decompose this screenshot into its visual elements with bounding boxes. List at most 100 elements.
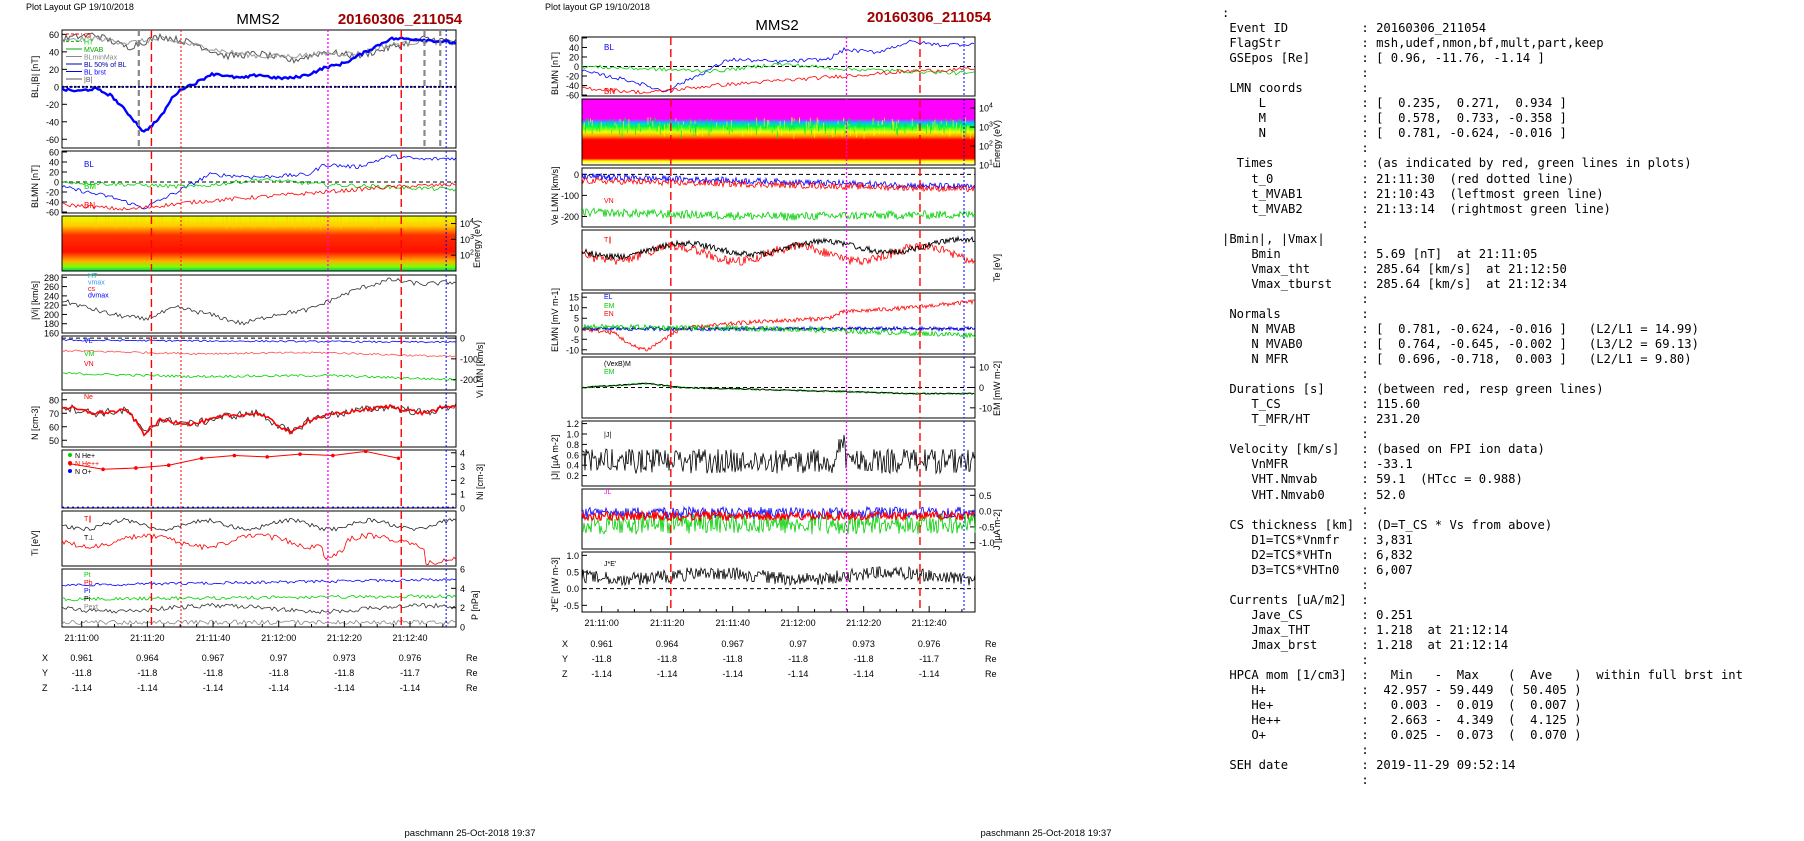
info-line: Normals :	[1222, 306, 1369, 321]
position-value: -1.14	[591, 669, 612, 679]
position-value: 0.964	[656, 639, 679, 649]
info-line: :	[1222, 141, 1369, 156]
exponent: 3	[470, 234, 474, 241]
y-tick-label: -5	[571, 335, 579, 345]
position-value: -11.7	[400, 668, 420, 678]
x-tick-label: 21:12:20	[846, 618, 881, 628]
y-tick-label: 80	[49, 395, 59, 405]
event-info-listing: : Event ID : 20160306_211054 FlagStr : m…	[1222, 6, 1743, 788]
position-label: Y	[42, 668, 48, 678]
legend-label: VM	[84, 351, 95, 358]
y-tick-label: 180	[44, 319, 59, 329]
legend-swatch	[68, 469, 72, 473]
position-value: -11.8	[269, 668, 289, 678]
x-tick-label: 21:12:00	[261, 633, 296, 643]
VN-series	[61, 349, 457, 358]
VexB-M-series	[581, 382, 975, 395]
y-tick-label: 4	[460, 584, 465, 594]
legend-label: cs	[84, 32, 92, 39]
legend-label: N He+	[75, 453, 95, 460]
info-line: N MFR : [ 0.696, -0.718, 0.003 ] (L2/L1 …	[1222, 352, 1692, 367]
y-tick-label: 4	[460, 448, 465, 458]
legend-label: vmax	[88, 280, 105, 287]
y-tick-label: -40	[46, 117, 59, 127]
legend-label: VN	[604, 198, 614, 205]
J-magnitude-series	[581, 434, 976, 475]
info-line: L : [ 0.235, 0.271, 0.934 ]	[1222, 96, 1567, 111]
event-title: 20160306_211054	[338, 11, 463, 28]
info-line: t_MVAB1 : 21:10:43 (leftmost green line)	[1222, 186, 1604, 201]
position-value: 0.961	[70, 653, 93, 663]
legend-label: EM	[604, 369, 615, 376]
VM-series	[61, 372, 457, 381]
legend-label: Pi	[84, 596, 91, 603]
info-line: He++ : 2.663 - 4.349 ( 4.125 )	[1222, 713, 1582, 728]
y-tick-label: 60	[49, 422, 59, 432]
y-tick-label: 0	[460, 504, 465, 514]
y-tick-label: 104	[460, 218, 474, 229]
panel-frame	[581, 420, 976, 487]
y-tick-label: -100	[561, 191, 579, 201]
y-tick-label: 3	[460, 462, 465, 472]
Te-perp-series	[581, 241, 976, 266]
legend-label: BM	[84, 182, 96, 191]
plot-layout-label: Plot layout GP 19/10/2018	[545, 2, 650, 12]
position-value: -11.7	[919, 654, 939, 664]
info-line: t_MVAB2 : 21:13:14 (rightmost green line…	[1222, 201, 1611, 216]
y-tick-label: 70	[49, 409, 59, 419]
spacecraft-title: MMS2	[236, 11, 279, 28]
legend-label: Ne	[84, 394, 93, 401]
y-axis-label: J [µA m-2]	[992, 509, 1002, 550]
y-axis-label: BL,|B| [nT]	[30, 56, 40, 98]
y-tick-label: 1.0	[566, 551, 579, 561]
Pb-series	[61, 594, 457, 602]
panel-frame	[581, 292, 976, 355]
y-tick-label: 0.6	[566, 450, 579, 460]
info-line: Vmax_tht : 285.64 [km/s] at 21:12:50	[1222, 261, 1567, 276]
info-line: Vmax_tburst : 285.64 [km/s] at 21:12:34	[1222, 276, 1567, 291]
y-tick-label: 40	[49, 158, 59, 168]
x-tick-label: 21:12:20	[327, 633, 362, 643]
event-title: 20160306_211054	[867, 9, 992, 26]
position-value: 0.967	[202, 653, 225, 663]
position-value: -11.8	[72, 668, 92, 678]
legend-label: Pt	[84, 572, 91, 579]
y-tick-label: -60	[46, 135, 59, 145]
position-unit: Re	[985, 669, 997, 679]
y-tick-label: 0	[54, 82, 59, 92]
y-axis-label: Ni [cm-3]	[475, 464, 485, 500]
y-tick-label: 0.5	[566, 568, 579, 578]
B-BM-series	[61, 177, 457, 192]
info-line: GSEpos [Re] : [ 0.96, -11.76, -1.14 ]	[1222, 51, 1545, 66]
y-tick-label: 101	[979, 160, 993, 171]
info-line: :	[1222, 577, 1369, 592]
JN-series	[581, 509, 976, 523]
y-axis-label: N [cm-3]	[30, 406, 40, 440]
y-tick-label: 102	[460, 250, 474, 261]
position-unit: Re	[466, 653, 478, 663]
data-point	[199, 456, 204, 461]
info-line: :	[1222, 743, 1369, 758]
JM-series	[581, 512, 976, 535]
exponent: 2	[470, 250, 474, 257]
B-BN-series	[61, 182, 457, 211]
legend-label: J*E'	[604, 561, 616, 568]
y-tick-label: 20	[49, 65, 59, 75]
position-unit: Re	[985, 654, 997, 664]
legend-label: Pext	[84, 604, 98, 611]
position-value: 0.976	[918, 639, 941, 649]
legend-swatch	[68, 461, 72, 465]
legend-label: T∥	[84, 515, 92, 523]
info-line: :	[1222, 291, 1369, 306]
legend-swatch	[68, 453, 72, 457]
y-tick-label: 260	[44, 282, 59, 292]
y-tick-label: 50	[49, 436, 59, 446]
y-tick-label: 0	[460, 623, 465, 633]
legend-label: VL	[604, 175, 613, 182]
Vi-magnitude-series	[61, 277, 457, 326]
y-tick-label: 40	[569, 43, 579, 53]
ion-energy-spectrogram	[62, 216, 456, 271]
info-line: :	[1222, 427, 1369, 442]
legend-label: EN	[604, 311, 614, 318]
y-tick-label: 0.2	[566, 471, 579, 481]
